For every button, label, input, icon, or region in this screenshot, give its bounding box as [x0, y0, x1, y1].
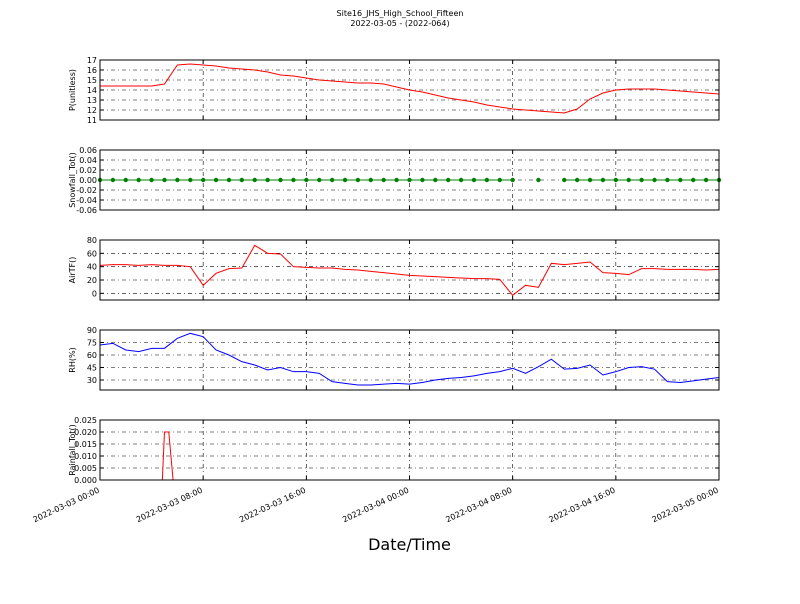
data-point: [678, 177, 683, 183]
data-point: [265, 177, 270, 183]
y-tick-label: 0.06: [79, 146, 97, 155]
data-point: [433, 177, 438, 183]
data-point: [342, 177, 348, 183]
data-point: [497, 177, 502, 183]
x-tick-label: 2022-03-04 16:00: [548, 486, 617, 525]
data-point: [329, 177, 335, 183]
y-tick-label: 90: [87, 326, 97, 335]
y-tick-label: 0: [92, 289, 97, 298]
data-point: [200, 177, 206, 183]
x-tick-label: 2022-03-03 08:00: [135, 486, 204, 525]
y-tick-label: 80: [87, 236, 97, 245]
x-tick-label: 2022-03-03 00:00: [32, 486, 101, 525]
data-point: [510, 177, 515, 183]
data-point: [188, 177, 193, 183]
y-tick-label: 17: [87, 56, 97, 65]
data-point: [587, 177, 593, 183]
data-point: [239, 177, 245, 183]
data-point: [484, 177, 490, 183]
y-tick-label: 11: [87, 116, 97, 125]
y-axis-label: Snowfall_Tot(): [68, 152, 77, 208]
y-tick-label: 0.020: [74, 428, 97, 437]
data-point: [278, 177, 283, 183]
y-tick-label: 16: [87, 66, 97, 75]
y-tick-label: -0.06: [76, 206, 97, 215]
y-tick-label: 12: [87, 106, 97, 115]
data-point: [368, 177, 374, 183]
axes-frame: [99, 239, 720, 301]
y-tick-label: -0.04: [76, 196, 97, 205]
data-point: [639, 177, 644, 183]
data-point: [149, 177, 154, 183]
y-tick-label: 0.00: [79, 176, 97, 185]
y-tick-label: 0.025: [74, 416, 97, 425]
x-tick-label: 2022-03-03 16:00: [238, 486, 307, 525]
data-point: [162, 177, 167, 183]
data-point: [394, 177, 399, 183]
axes-frame: [99, 149, 720, 211]
data-point: [445, 177, 451, 183]
y-tick-label: -0.02: [76, 186, 97, 195]
data-point: [213, 177, 219, 183]
data-point: [355, 177, 361, 183]
y-tick-label: 15: [87, 76, 97, 85]
data-point: [407, 177, 412, 183]
x-tick-label: 2022-03-04 00:00: [341, 486, 410, 525]
y-tick-label: 40: [87, 263, 97, 272]
data-point: [420, 177, 425, 183]
y-tick-label: 0.000: [74, 476, 97, 485]
x-axis-label: Date/Time: [368, 535, 451, 554]
data-point: [574, 177, 580, 183]
y-tick-label: 0.015: [74, 440, 97, 449]
data-point: [691, 177, 696, 183]
y-tick-label: 0.005: [74, 464, 97, 473]
data-point: [652, 177, 657, 183]
y-tick-label: 13: [87, 96, 97, 105]
data-point: [613, 177, 619, 183]
data-line: [99, 244, 720, 297]
y-tick-label: 60: [87, 249, 97, 258]
y-tick-label: 0.04: [79, 156, 97, 165]
data-point: [136, 177, 141, 183]
data-point: [110, 177, 116, 183]
y-tick-label: 20: [87, 276, 97, 285]
y-tick-label: 30: [87, 376, 97, 385]
data-point: [291, 177, 296, 183]
x-tick-label: 2022-03-04 08:00: [444, 486, 513, 525]
y-tick-label: 14: [87, 86, 97, 95]
axes-frame: [99, 59, 720, 121]
y-tick-label: 75: [87, 339, 97, 348]
axes-frame: [99, 419, 720, 481]
figure-subtitle: 2022-03-05 - (2022-064): [350, 19, 449, 28]
y-tick-label: 0.02: [79, 166, 97, 175]
y-tick-label: 60: [87, 351, 97, 360]
data-point: [562, 177, 567, 183]
figure-title: Site16_JHS_High_School_Fifteen: [337, 9, 464, 18]
data-point: [252, 177, 257, 183]
y-axis-label: Rainfall_Tot(): [68, 424, 77, 476]
y-axis-label: AirTF(): [68, 257, 77, 284]
y-axis-label: RH(%): [68, 347, 77, 372]
data-point: [665, 177, 670, 183]
data-point: [226, 177, 232, 183]
data-point: [458, 177, 464, 183]
data-point: [600, 177, 606, 183]
data-line: [99, 332, 720, 386]
data-point: [175, 177, 180, 183]
data-point: [471, 177, 477, 183]
data-point: [536, 177, 541, 183]
axes-frame: [99, 329, 720, 391]
y-tick-label: 0.010: [74, 452, 97, 461]
data-point: [381, 177, 386, 183]
y-axis-label: P(unitless): [68, 69, 77, 111]
data-point: [304, 177, 309, 183]
data-point: [317, 177, 322, 183]
data-point: [703, 177, 709, 183]
y-tick-label: 45: [87, 364, 97, 373]
data-line: [100, 63, 720, 114]
data-point: [626, 177, 631, 183]
data-point: [123, 177, 128, 183]
x-tick-label: 2022-03-05 00:00: [651, 486, 720, 525]
